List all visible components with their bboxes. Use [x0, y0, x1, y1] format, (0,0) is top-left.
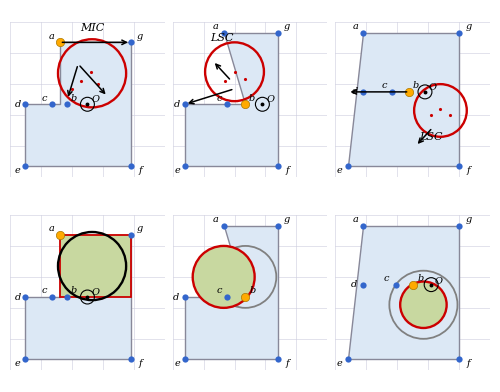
Text: f: f [466, 166, 470, 175]
Text: g: g [284, 22, 290, 31]
Text: a: a [213, 22, 219, 31]
Text: b: b [70, 286, 76, 295]
Text: c: c [42, 94, 47, 103]
Text: e: e [337, 359, 342, 368]
Text: O: O [435, 277, 443, 286]
Text: c: c [42, 286, 47, 295]
Text: b: b [417, 274, 424, 283]
Text: c: c [216, 286, 222, 295]
Text: O: O [91, 95, 99, 104]
Circle shape [192, 246, 254, 308]
Polygon shape [26, 42, 131, 166]
Bar [60, 235, 131, 297]
Text: a: a [352, 22, 358, 31]
Text: e: e [174, 166, 180, 175]
Text: g: g [465, 22, 471, 31]
Text: d: d [14, 100, 21, 109]
Text: g: g [465, 215, 471, 224]
Text: O: O [266, 95, 274, 104]
Text: d: d [14, 292, 21, 301]
Text: d: d [350, 280, 357, 289]
Text: c: c [384, 274, 389, 283]
Text: d: d [172, 292, 179, 301]
Polygon shape [348, 226, 459, 359]
Text: a: a [49, 224, 54, 233]
Polygon shape [26, 235, 131, 359]
Text: f: f [138, 166, 142, 175]
Text: LSC: LSC [420, 132, 443, 142]
Text: c: c [382, 81, 388, 90]
Text: O: O [428, 83, 436, 92]
Text: e: e [15, 166, 20, 175]
Text: d: d [352, 87, 358, 96]
Text: c: c [216, 94, 222, 103]
Text: g: g [284, 215, 290, 224]
Text: O: O [91, 288, 99, 297]
Text: e: e [337, 166, 342, 175]
Text: g: g [137, 224, 143, 233]
Polygon shape [185, 226, 278, 359]
Text: d: d [174, 100, 180, 109]
Text: b: b [248, 94, 254, 103]
Text: e: e [15, 359, 20, 368]
Text: b: b [70, 94, 76, 103]
Polygon shape [348, 33, 459, 166]
Text: f: f [286, 359, 289, 368]
Text: a: a [49, 32, 54, 41]
Polygon shape [185, 33, 278, 166]
Text: MIC: MIC [80, 24, 104, 33]
Text: f: f [286, 166, 289, 175]
Text: b: b [412, 81, 419, 90]
Text: LSC: LSC [210, 33, 234, 43]
Text: f: f [138, 359, 142, 368]
Text: b: b [250, 286, 256, 295]
Circle shape [400, 281, 446, 328]
Text: a: a [213, 215, 219, 224]
Text: e: e [174, 359, 180, 368]
Text: f: f [466, 359, 470, 368]
Text: g: g [137, 32, 143, 41]
Text: a: a [352, 215, 358, 224]
